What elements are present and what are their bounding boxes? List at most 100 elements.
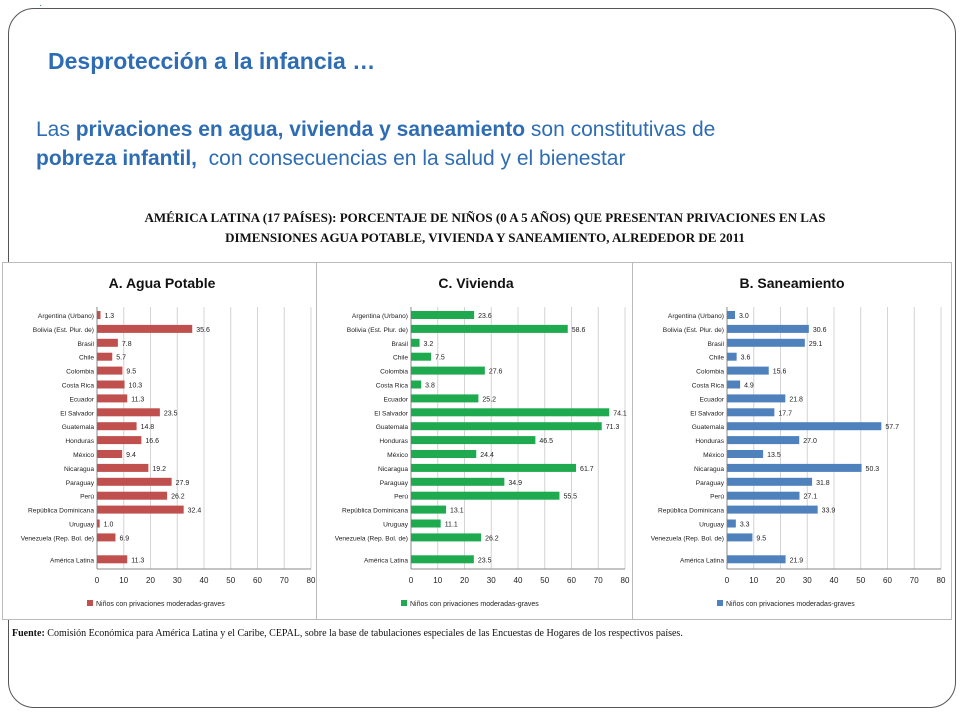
data-label: 11.3	[131, 396, 144, 403]
bar	[411, 352, 432, 361]
x-tick-label: 50	[226, 576, 235, 585]
category-label: Venezuela (Rep. Bol. de)	[335, 535, 408, 542]
bar	[727, 311, 736, 319]
category-label: Ecuador	[383, 396, 408, 403]
data-label: 10.3	[129, 383, 143, 390]
category-label: Ecuador	[69, 396, 94, 403]
decorative-dot: ·	[39, 0, 43, 11]
bar	[97, 352, 113, 361]
category-label: Uruguay	[699, 522, 725, 529]
bar	[97, 491, 168, 500]
x-tick-label: 60	[567, 576, 576, 585]
x-tick-label: 50	[856, 576, 865, 585]
category-label: América Latina	[364, 557, 408, 564]
x-tick-label: 40	[200, 576, 209, 585]
bar	[411, 533, 482, 542]
category-label: Paraguay	[66, 480, 95, 487]
category-label: Nicaragua	[64, 466, 94, 473]
bar	[97, 519, 100, 528]
data-label: 30.6	[813, 327, 827, 334]
bar	[727, 366, 769, 375]
x-tick-label: 80	[307, 576, 316, 585]
category-label: Venezuela (Rep. Bol. de)	[651, 535, 724, 542]
category-label: Brasil	[78, 341, 95, 348]
category-label: México	[387, 452, 408, 459]
data-label: 9.5	[126, 369, 136, 376]
x-tick-label: 20	[146, 576, 155, 585]
data-label: 17.7	[778, 410, 792, 417]
bar	[411, 324, 568, 333]
data-label: 26.2	[171, 494, 185, 501]
category-label: México	[73, 452, 94, 459]
data-label: 21.8	[789, 396, 803, 403]
legend-label: Niños con privaciones moderadas-graves	[410, 601, 539, 608]
chart-title: B. Saneamiento	[739, 275, 844, 291]
x-tick-label: 80	[937, 576, 946, 585]
slide-subtitle: Las privaciones en agua, vivienda y sane…	[36, 115, 936, 173]
category-label: Chile	[709, 355, 724, 362]
subtitle-part: son constitutivas de	[525, 118, 716, 141]
x-tick-label: 70	[910, 576, 919, 585]
category-label: Ecuador	[699, 396, 724, 403]
x-tick-label: 80	[621, 576, 630, 585]
category-label: Brasil	[708, 341, 725, 348]
bar	[97, 366, 123, 375]
data-label: 7.8	[122, 341, 132, 348]
category-label: Costa Rica	[376, 383, 409, 390]
data-label: 3.0	[739, 313, 749, 320]
data-label: 58.6	[572, 327, 586, 334]
x-tick-label: 10	[749, 576, 758, 585]
category-label: Costa Rica	[62, 383, 95, 390]
bar	[411, 491, 560, 500]
source-label: Fuente:	[12, 628, 45, 639]
data-label: 16.6	[145, 438, 159, 445]
data-label: 3.8	[425, 383, 435, 390]
category-label: Brasil	[392, 341, 409, 348]
category-label: Guatemala	[692, 424, 725, 431]
data-label: 1.0	[104, 522, 114, 529]
bar	[727, 450, 764, 458]
category-label: Paraguay	[696, 480, 725, 487]
bar	[97, 324, 193, 333]
data-label: 11.3	[131, 557, 144, 564]
chart-panel-vivienda: C. Vivienda 0 10 20 30 40 50 60 70 80 Argentina (U…	[316, 262, 636, 620]
bar	[97, 533, 116, 542]
bar	[97, 338, 118, 347]
x-tick-label: 30	[803, 576, 812, 585]
bar	[727, 422, 882, 431]
x-tick-label: 30	[487, 576, 496, 585]
category-label: República Dominicana	[658, 508, 724, 515]
data-label: 35.6	[196, 327, 210, 334]
data-label: 19.2	[152, 466, 166, 473]
chart-panel-saneamiento: B. Saneamiento 0 10 20 30 40 50 60 70 80 Argentina…	[632, 262, 952, 620]
data-label: 25.2	[482, 396, 496, 403]
category-label: Chile	[393, 355, 408, 362]
bar	[727, 394, 786, 403]
category-label: El Salvador	[690, 410, 725, 417]
data-label: 13.5	[767, 452, 781, 459]
data-label: 9.4	[126, 452, 136, 459]
data-label: 4.9	[744, 383, 754, 390]
data-label: 50.3	[866, 466, 880, 473]
data-label: 26.2	[485, 535, 499, 542]
legend-swatch	[717, 600, 723, 606]
category-label: Bolivia (Est. Plur. de)	[33, 327, 94, 334]
data-label: 32.4	[188, 508, 202, 515]
chart-agua-potable: A. Agua Potable 0 10 20 30 40 50 60 70 80 Argentin…	[21, 275, 316, 608]
data-label: 3.3	[740, 522, 750, 529]
bar	[727, 338, 805, 347]
category-label: República Dominicana	[342, 508, 408, 515]
category-label: Nicaragua	[378, 466, 408, 473]
category-label: Honduras	[65, 438, 94, 445]
category-label: El Salvador	[374, 410, 409, 417]
category-label: Colombia	[380, 369, 408, 376]
bar	[727, 380, 741, 389]
category-label: Bolivia (Est. Plur. de)	[347, 327, 408, 334]
slide-title: Desprotección a la infancia …	[48, 48, 376, 74]
subtitle-part-bold: pobreza infantil,	[36, 147, 198, 170]
category-label: Paraguay	[380, 480, 409, 487]
category-label: Argentina (Urbano)	[38, 313, 94, 320]
data-label: 27.9	[176, 480, 190, 487]
chart-vivienda: C. Vivienda 0 10 20 30 40 50 60 70 80 Argentina (U…	[335, 275, 630, 608]
category-label: Honduras	[379, 438, 408, 445]
